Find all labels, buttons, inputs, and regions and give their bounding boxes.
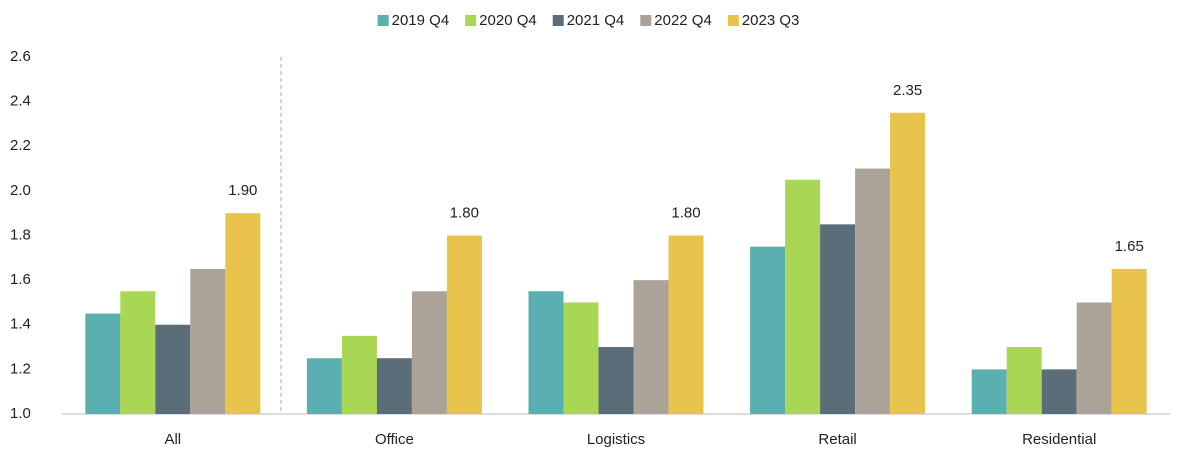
y-tick-label: 1.0 [10, 405, 31, 422]
bar [376, 358, 412, 414]
value-label: 1.80 [671, 204, 700, 221]
legend-swatch [377, 15, 389, 26]
bar [1076, 302, 1112, 414]
bar [563, 302, 599, 414]
bar [446, 235, 482, 414]
y-tick-label: 1.4 [10, 316, 31, 333]
legend-label: 2021 Q4 [567, 12, 625, 29]
value-label: 1.80 [450, 204, 479, 221]
bar [598, 347, 634, 414]
bar [306, 358, 342, 414]
legend-label: 2019 Q4 [392, 12, 450, 29]
value-label: 2.35 [893, 82, 922, 99]
y-tick-label: 2.2 [10, 137, 31, 154]
bar [85, 313, 121, 414]
legend-swatch [552, 15, 564, 26]
bar [668, 235, 704, 414]
bar [633, 280, 669, 414]
bar [820, 224, 856, 414]
x-tick-label: Residential [1022, 431, 1096, 448]
legend-label: 2020 Q4 [479, 12, 537, 29]
legend-swatch [465, 15, 477, 26]
bar [528, 291, 564, 414]
y-tick-label: 2.4 [10, 93, 31, 110]
bar [971, 369, 1007, 414]
bar [750, 246, 786, 414]
x-tick-label: Office [375, 431, 414, 448]
bar [411, 291, 447, 414]
bar [120, 291, 156, 414]
y-tick-label: 1.8 [10, 226, 31, 243]
bar [855, 168, 891, 414]
x-tick-label: All [164, 431, 181, 448]
bar [785, 179, 821, 414]
y-tick-label: 2.0 [10, 182, 31, 199]
bar [1006, 347, 1042, 414]
bar [225, 213, 261, 414]
bar [341, 335, 377, 414]
value-label: 1.65 [1115, 238, 1144, 255]
value-label: 1.90 [228, 182, 257, 199]
y-tick-label: 1.2 [10, 360, 31, 377]
x-tick-label: Logistics [587, 431, 645, 448]
bar [190, 268, 226, 414]
legend-label: 2022 Q4 [654, 12, 712, 29]
y-tick-label: 1.6 [10, 271, 31, 288]
y-tick-label: 2.6 [10, 48, 31, 65]
legend-label: 2023 Q3 [742, 12, 800, 29]
bar [155, 324, 191, 414]
legend-swatch [727, 15, 739, 26]
bar [1111, 268, 1147, 414]
bar [890, 112, 926, 414]
legend-swatch [640, 15, 652, 26]
x-tick-label: Retail [818, 431, 856, 448]
bar [1041, 369, 1077, 414]
